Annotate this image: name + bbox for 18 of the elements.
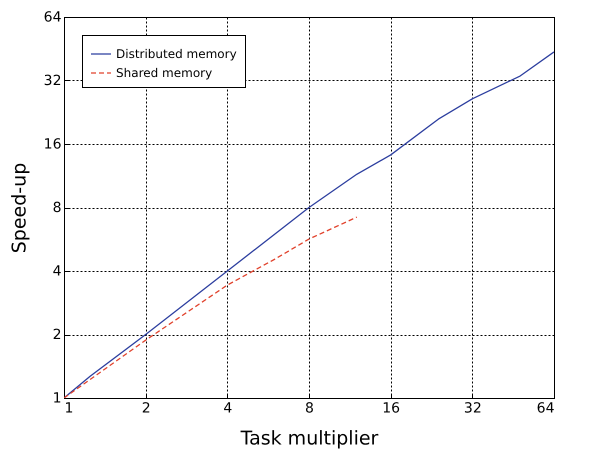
x-tick-label: 1 (64, 400, 74, 416)
y-tick-label: 2 (52, 327, 62, 343)
x-tick-label: 2 (142, 400, 151, 416)
x-tick-label: 64 (536, 400, 555, 416)
y-tick-label: 64 (44, 10, 62, 26)
y-axis-title: Speed-up (8, 162, 31, 254)
x-tick-label: 4 (223, 400, 232, 416)
legend-label: Distributed memory (116, 47, 237, 61)
y-tick-label: 4 (52, 264, 62, 280)
y-tick-label: 8 (52, 200, 62, 216)
y-tick-label: 32 (44, 73, 62, 89)
x-axis-title: Task multiplier (240, 428, 379, 450)
x-tick-label: 32 (464, 400, 482, 416)
y-tick-label: 1 (52, 390, 62, 406)
y-tick-label: 16 (44, 136, 62, 152)
legend-label: Shared memory (116, 66, 212, 80)
x-tick-label: 16 (382, 400, 400, 416)
x-tick-label: 8 (305, 400, 314, 416)
